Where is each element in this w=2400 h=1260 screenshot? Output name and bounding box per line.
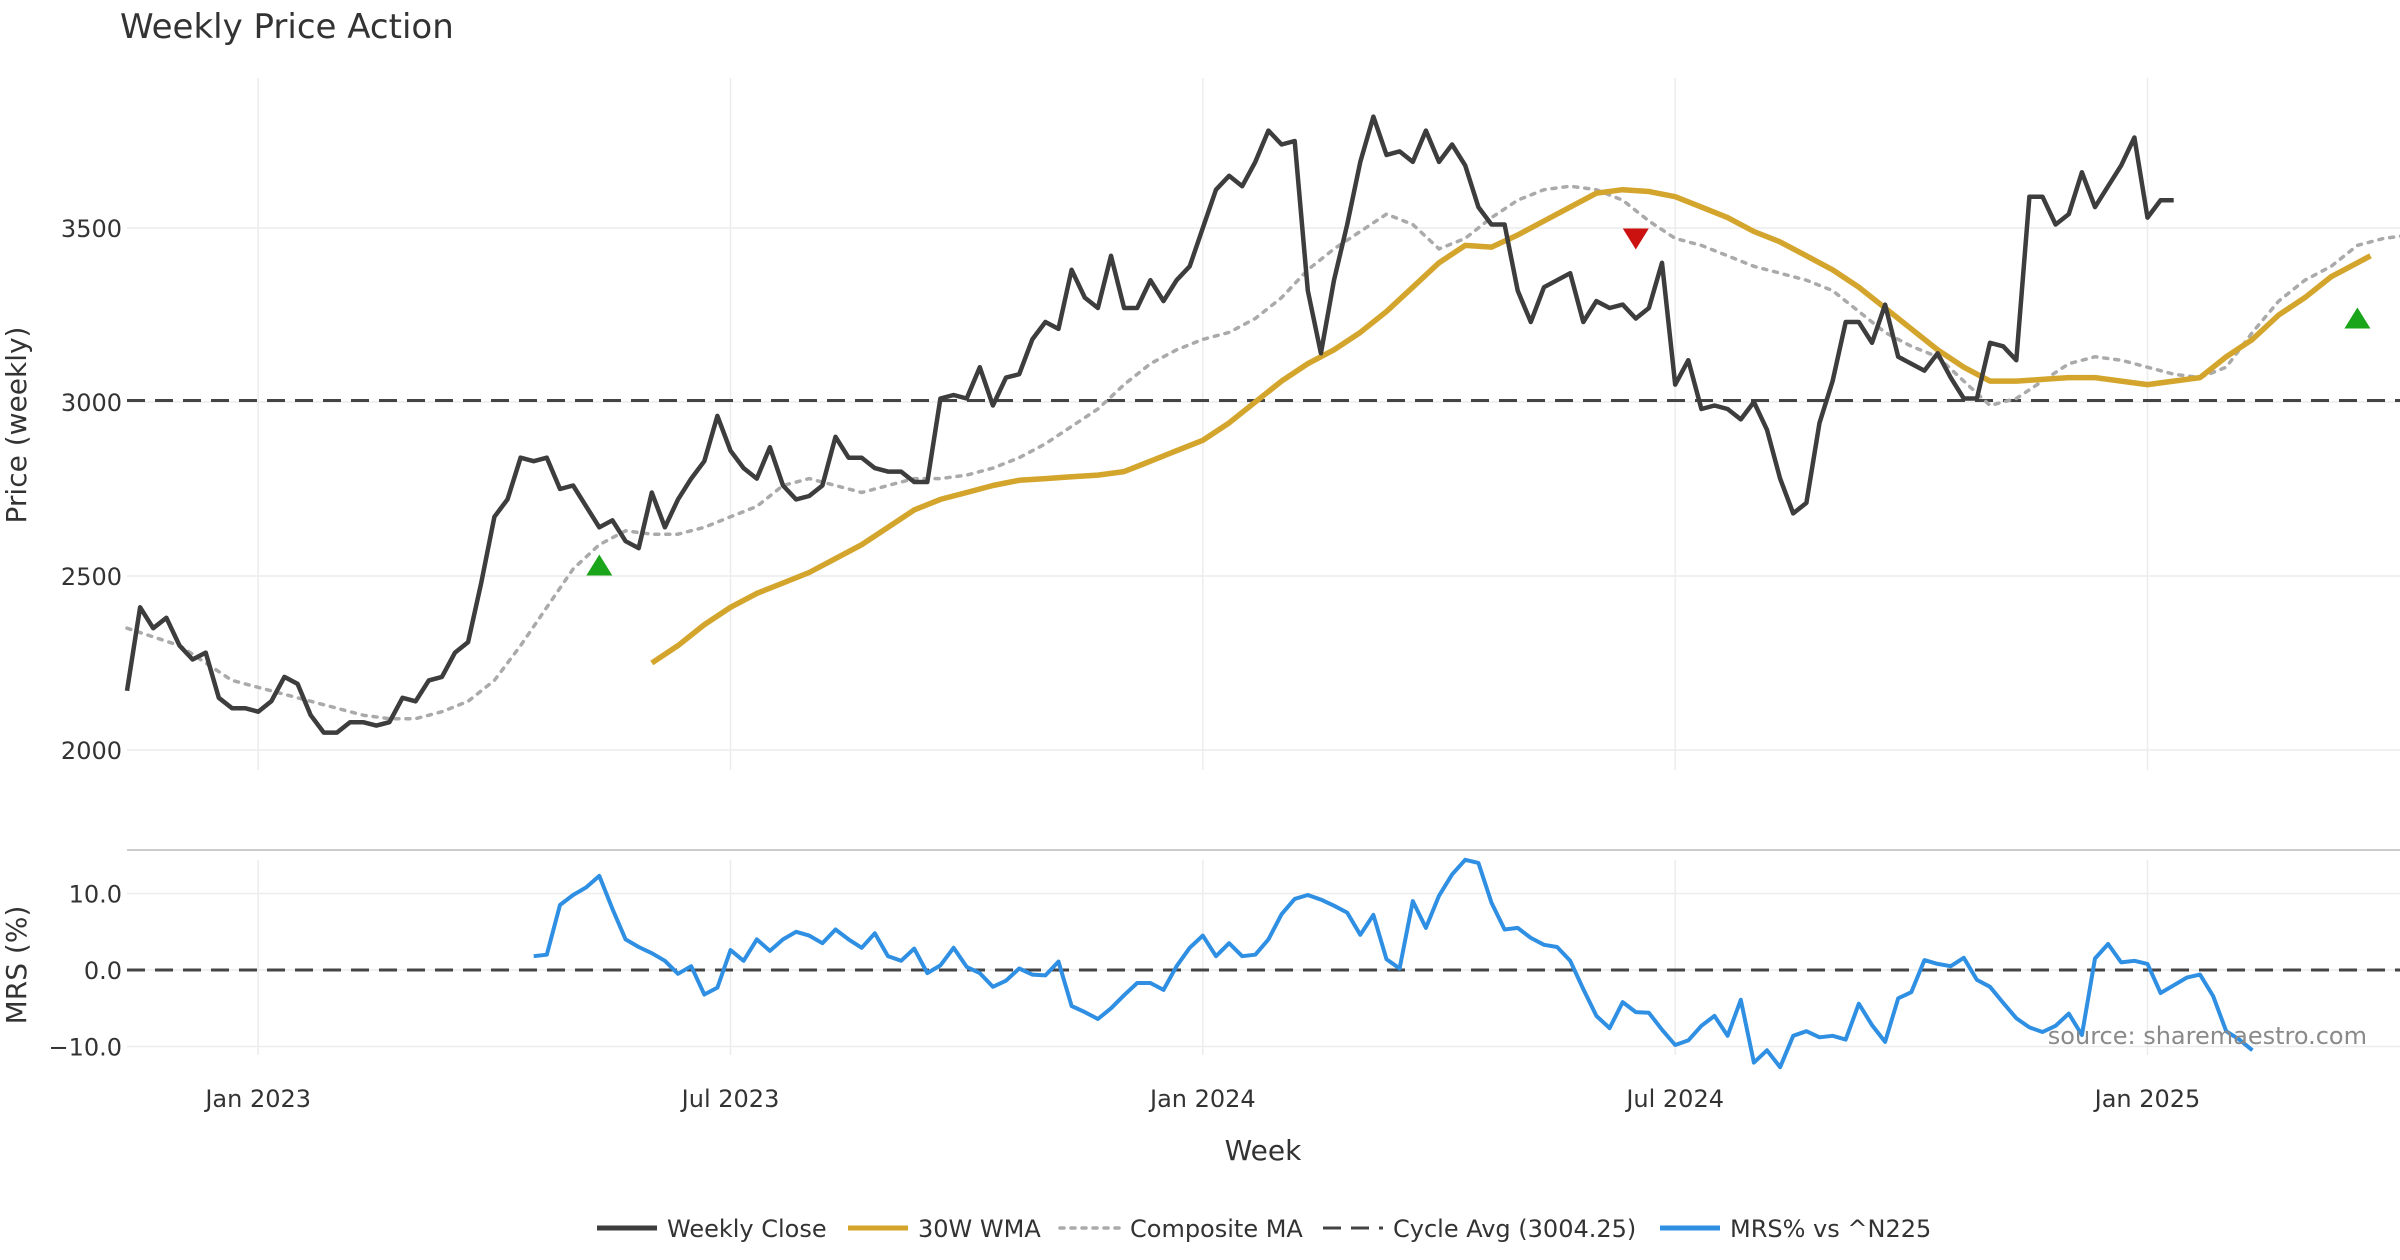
buy-signal-marker — [586, 554, 613, 576]
source-note: source: sharemaestro.com — [2048, 1022, 2367, 1050]
x-axis-ticks: Jan 2023 Jul 2023 Jan 2024 Jul 2024 Jan 2025… — [203, 1085, 2201, 1113]
legend: Weekly Close 30W WMA Composite MA Cycle Avg… — [597, 1215, 1931, 1243]
x-axis-label: Week — [1225, 1134, 1302, 1167]
x-tick-label: Jan 2024 — [1148, 1085, 1256, 1113]
mrs-y-tick-label: 10.0 — [69, 881, 122, 909]
legend-item-label: Composite MA — [1130, 1215, 1303, 1243]
weekly-close-series — [124, 114, 2174, 735]
buy-signal-marker — [2344, 307, 2371, 329]
price-y-tick-label: 3500 — [61, 215, 122, 243]
mrs-series — [533, 857, 2254, 1070]
price-y-tick-label: 2000 — [61, 737, 122, 765]
sell-signal-marker — [1622, 228, 1649, 250]
price-y-tick-label: 3000 — [61, 389, 122, 417]
x-tick-label: Jul 2024 — [1624, 1085, 1724, 1113]
legend-item-label: Cycle Avg (3004.25) — [1393, 1215, 1636, 1243]
mrs-panel — [127, 857, 2400, 1070]
price-panel — [124, 114, 2400, 735]
mrs-y-tick-label: −10.0 — [48, 1034, 122, 1062]
price-y-tick-label: 2500 — [61, 563, 122, 591]
chart-title: Weekly Price Action — [120, 7, 454, 47]
mrs-y-tick-label: 0.0 — [84, 957, 122, 985]
price-y-axis-label: Price (weekly) — [0, 327, 33, 524]
x-tick-label: Jan 2023 — [203, 1085, 311, 1113]
legend-item-label: 30W WMA — [918, 1215, 1041, 1243]
legend-item-label: Weekly Close — [667, 1215, 827, 1243]
wma-30w-series — [650, 186, 2372, 666]
x-tick-label: Jan 2025 — [2093, 1085, 2201, 1113]
legend-item-label: MRS% vs ^N225 — [1730, 1215, 1931, 1243]
x-tick-label: Jul 2023 — [680, 1085, 780, 1113]
mrs-y-axis-label: MRS (%) — [0, 906, 33, 1025]
